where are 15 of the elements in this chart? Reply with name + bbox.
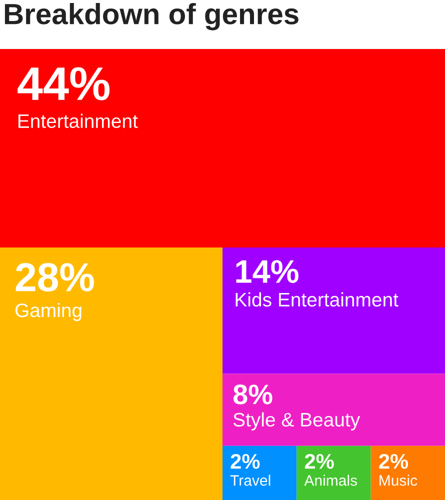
text: Breakdown of genres — [4, 3, 298, 30]
data-label: 44% — [18, 67, 110, 100]
category-label: Gaming — [15, 302, 82, 322]
category-label: Entertainment — [18, 114, 138, 128]
category-label: Music — [380, 474, 418, 486]
category-label: Kids Entertainment — [236, 292, 398, 307]
category-label: Animals — [304, 474, 358, 486]
data-label: 28% — [16, 262, 94, 292]
data-label: 2% — [379, 454, 408, 469]
category-label: Style & Beauty — [233, 412, 360, 430]
data-label: 14% — [236, 260, 298, 283]
data-label: 2% — [304, 454, 334, 469]
category-label: Travel — [230, 474, 270, 486]
data-label: 8% — [233, 384, 272, 404]
data-label: 2% — [230, 454, 260, 469]
